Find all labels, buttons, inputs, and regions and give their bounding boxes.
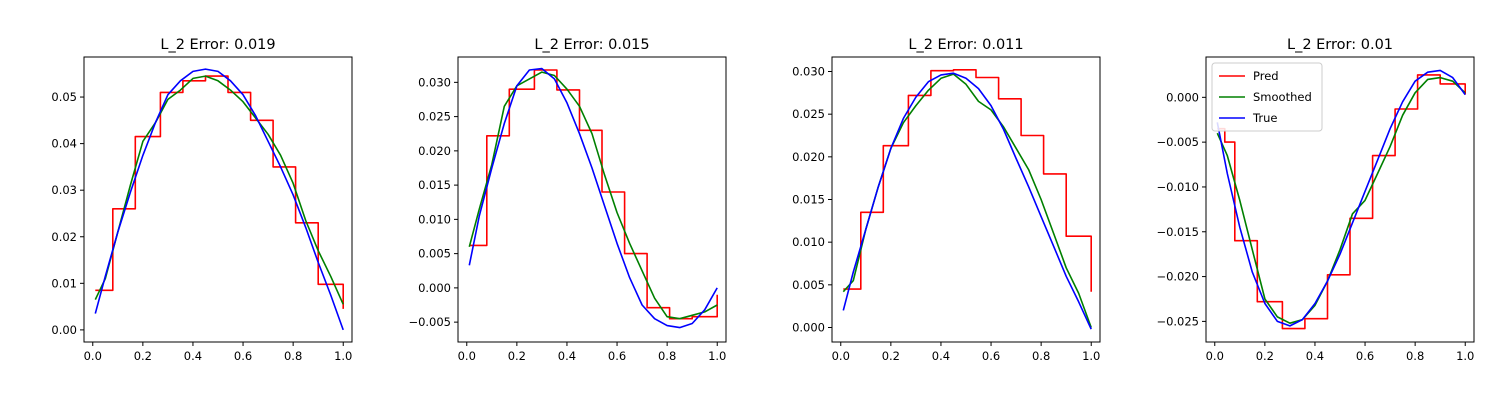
chart-title: L_2 Error: 0.019 [160, 37, 275, 53]
x-tick-label: 0.8 [658, 349, 676, 363]
axes-frame [83, 56, 353, 343]
legend-box [1211, 62, 1323, 132]
y-tick-label: 0.010 [792, 235, 825, 249]
subplot-3: L_2 Error: 0.011 0.0 0.2 0.4 0.6 0.8 1.0 0.000 0… [792, 37, 1101, 363]
y-tick-label: 0.02 [51, 230, 77, 244]
axes-frame [457, 56, 727, 343]
subplot-1: L_2 Error: 0.019 0.0 0.2 0.4 0.6 0.8 1.0 0.00 0.… [51, 37, 353, 363]
y-tick-label: 0.005 [792, 278, 825, 292]
x-tick-label: 1.0 [1456, 349, 1474, 363]
x-tick-label: 0.4 [558, 349, 576, 363]
y-tick-label: 0.030 [418, 75, 451, 89]
y-tick-label: 0.01 [51, 276, 77, 290]
x-tick-label: 1.0 [708, 349, 726, 363]
x-tick-label: 0.0 [832, 349, 850, 363]
y-tick-label: −0.020 [1156, 270, 1199, 284]
series-group [94, 68, 344, 331]
x-tick-label: 0.0 [458, 349, 476, 363]
series-line-2 [94, 75, 344, 305]
y-tick-label: 0.025 [418, 110, 451, 124]
x-tick-label: 1.0 [1082, 349, 1100, 363]
series-group [842, 69, 1092, 330]
y-tick-label: 0.010 [418, 212, 451, 226]
y-tick-label: 0.00 [51, 323, 77, 337]
y-tick-label: 0.015 [792, 193, 825, 207]
y-tick-label: 0.020 [418, 144, 451, 158]
series-smoothed-line [1216, 76, 1466, 324]
series-line-2 [468, 71, 718, 320]
axes-frame [1205, 56, 1475, 343]
series-line-3 [468, 67, 718, 329]
subplot-4: L_2 Error: 0.01 0.0 0.2 0.4 0.6 0.8 1.0 −0.025 −… [1156, 37, 1475, 363]
series-line-3 [94, 68, 344, 331]
y-tick-label: 0.030 [792, 65, 825, 79]
x-tick-label: 0.6 [1356, 349, 1374, 363]
x-tick-label: 0.6 [608, 349, 626, 363]
x-tick-label: 0.6 [982, 349, 1000, 363]
x-tick-label: 0.4 [1306, 349, 1324, 363]
y-tick-label: 0.000 [792, 320, 825, 334]
legend-label-true: True [1252, 111, 1277, 125]
chart-title: L_2 Error: 0.01 [1287, 37, 1393, 53]
subplots: L_2 Error: 0.019 0.0 0.2 0.4 0.6 0.8 1.0 0.00 0.… [51, 37, 1475, 363]
x-tick-label: 0.8 [284, 349, 302, 363]
subplot-2: L_2 Error: 0.015 0.0 0.2 0.4 0.6 0.8 1.0 −0.005… [408, 37, 727, 363]
x-tick-label: 0.8 [1406, 349, 1424, 363]
y-tick-label: 0.025 [792, 107, 825, 121]
x-tick-label: 0.4 [184, 349, 202, 363]
series-group [1216, 69, 1466, 330]
legend: Pred Smoothed True [1211, 62, 1323, 132]
x-tick-label: 0.6 [234, 349, 252, 363]
series-line-3 [842, 72, 1092, 330]
y-tick-label: 0.05 [51, 90, 77, 104]
x-tick-label: 1.0 [334, 349, 352, 363]
y-tick-label: −0.005 [1156, 135, 1199, 149]
series-group [468, 67, 718, 329]
x-tick-label: 0.0 [1206, 349, 1224, 363]
y-tick-label: 0.005 [418, 247, 451, 261]
x-tick-label: 0.4 [932, 349, 950, 363]
x-tick-label: 0.8 [1032, 349, 1050, 363]
y-tick-label: −0.025 [1156, 314, 1199, 328]
x-tick-label: 0.2 [1256, 349, 1274, 363]
y-tick-label: 0.03 [51, 183, 77, 197]
y-tick-label: 0.020 [792, 150, 825, 164]
chart-title: L_2 Error: 0.015 [534, 37, 649, 53]
y-tick-label: −0.010 [1156, 180, 1199, 194]
y-tick-label: 0.000 [418, 281, 451, 295]
y-tick-label: 0.015 [418, 178, 451, 192]
x-tick-label: 0.2 [882, 349, 900, 363]
legend-label-smoothed: Smoothed [1253, 90, 1312, 104]
series-pred-line [1217, 74, 1466, 330]
series-line-1 [843, 69, 1092, 292]
x-tick-label: 0.2 [508, 349, 526, 363]
series-true-line [1216, 69, 1466, 327]
y-tick-label: −0.015 [1156, 225, 1199, 239]
y-tick-label: −0.005 [408, 315, 451, 329]
legend-label-pred: Pred [1253, 69, 1279, 83]
y-tick-label: 0.04 [51, 137, 77, 151]
y-tick-label: 0.000 [1166, 90, 1199, 104]
x-tick-label: 0.2 [134, 349, 152, 363]
x-tick-label: 0.0 [84, 349, 102, 363]
chart-title: L_2 Error: 0.011 [908, 37, 1023, 53]
